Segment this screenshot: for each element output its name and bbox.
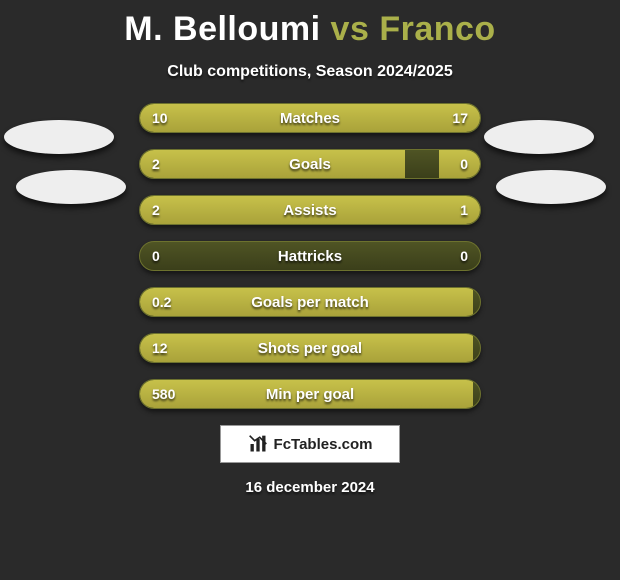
attribution-box: FcTables.com: [220, 425, 400, 463]
player2-badge-oval-2: [496, 170, 606, 204]
stat-label: Shots per goal: [140, 334, 480, 362]
stat-bar: 580Min per goal: [139, 379, 481, 409]
player1-name: M. Belloumi: [124, 10, 320, 48]
comparison-title: M. Belloumi vs Franco: [0, 0, 620, 49]
stat-label: Min per goal: [140, 380, 480, 408]
stat-label: Goals: [140, 150, 480, 178]
attribution-text: FcTables.com: [274, 436, 373, 453]
snapshot-date: 16 december 2024: [0, 479, 620, 496]
stat-label: Goals per match: [140, 288, 480, 316]
stat-bar: 21Assists: [139, 195, 481, 225]
stat-label: Assists: [140, 196, 480, 224]
stat-bar: 0.2Goals per match: [139, 287, 481, 317]
vs-label: vs: [331, 10, 370, 48]
player1-badge-oval-1: [4, 120, 114, 154]
subtitle: Club competitions, Season 2024/2025: [0, 63, 620, 81]
player2-badge-oval-1: [484, 120, 594, 154]
stat-bar: 20Goals: [139, 149, 481, 179]
bar-chart-icon: [248, 434, 268, 454]
stat-bar: 00Hattricks: [139, 241, 481, 271]
player1-badge-oval-2: [16, 170, 126, 204]
player2-name: Franco: [379, 10, 495, 48]
stat-label: Matches: [140, 104, 480, 132]
stat-bar: 12Shots per goal: [139, 333, 481, 363]
stat-label: Hattricks: [140, 242, 480, 270]
stat-bar: 1017Matches: [139, 103, 481, 133]
stats-bars: 1017Matches 20Goals 21Assists 00Hattricks 0.…: [139, 103, 481, 409]
